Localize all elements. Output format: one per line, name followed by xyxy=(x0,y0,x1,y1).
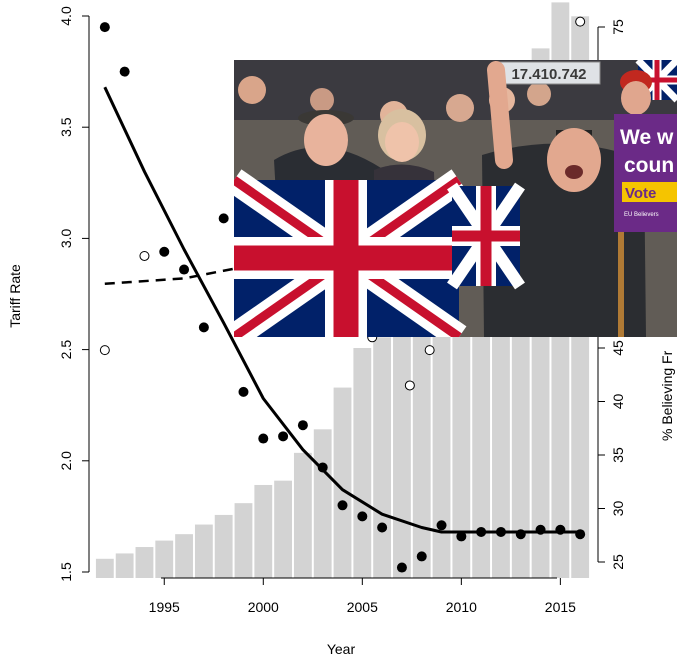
bar xyxy=(135,547,154,578)
right-y-tick-label: 30 xyxy=(610,501,626,517)
bar xyxy=(313,429,332,578)
belief-point xyxy=(99,345,110,356)
left-y-tick-label: 2.0 xyxy=(58,451,74,471)
tariff-point xyxy=(317,462,328,473)
tariff-point xyxy=(476,526,487,537)
tariff-point xyxy=(159,246,170,257)
number-sign: 17.410.742 xyxy=(497,61,601,85)
bar xyxy=(452,262,471,578)
bar xyxy=(175,534,193,578)
bar xyxy=(333,387,352,578)
x-axis-label: Year xyxy=(327,641,356,657)
tariff-point xyxy=(119,66,130,77)
bar xyxy=(214,514,233,578)
tariff-point xyxy=(535,524,546,535)
tariff-point xyxy=(575,529,586,540)
tariff-point xyxy=(179,264,190,275)
belief-point xyxy=(139,250,150,261)
union-jack-right xyxy=(447,182,525,290)
bar xyxy=(393,326,411,578)
tariff-point xyxy=(357,511,368,522)
right-y-tick-label: 35 xyxy=(610,447,626,463)
dashed-trend-line xyxy=(104,267,234,286)
x-tick-label: 2005 xyxy=(347,599,378,615)
tariff-point xyxy=(377,522,388,533)
belief-point xyxy=(404,380,415,391)
bar xyxy=(373,337,392,578)
x-tick-label: 1995 xyxy=(149,599,180,615)
tariff-point xyxy=(198,322,209,333)
belief-point xyxy=(575,16,586,27)
right-y-ticks: 25 30 35 40 45 75 xyxy=(598,19,626,570)
tariff-point xyxy=(297,420,308,431)
tariff-point xyxy=(396,562,407,573)
tariff-point xyxy=(238,386,249,397)
placard: We w coun Vote EU Believers xyxy=(614,114,677,232)
left-y-axis-label: Tariff Rate xyxy=(7,264,23,328)
bar xyxy=(293,452,312,578)
tariff-point xyxy=(456,531,467,542)
bar xyxy=(95,558,114,578)
left-y-tick-label: 3.5 xyxy=(58,117,74,137)
x-tick-label: 2000 xyxy=(248,599,279,615)
tariff-point xyxy=(495,526,506,537)
left-y-tick-label: 1.5 xyxy=(58,562,74,582)
placard-line-1: We w xyxy=(620,126,674,149)
bar xyxy=(353,348,372,578)
union-jack-large xyxy=(234,169,467,337)
tariff-point xyxy=(515,529,526,540)
placard-line-2: coun xyxy=(624,154,674,177)
right-y-tick-label: 25 xyxy=(610,554,626,570)
left-y-tick-label: 4.0 xyxy=(58,6,74,26)
bar xyxy=(194,524,213,578)
tariff-point xyxy=(555,524,566,535)
bar xyxy=(234,503,253,578)
bar xyxy=(274,480,293,578)
tariff-point xyxy=(99,22,110,33)
right-y-tick-label: 45 xyxy=(610,340,626,356)
bar xyxy=(155,540,174,578)
placard-small: EU Believers xyxy=(624,212,659,218)
x-ticks: 1995 2000 2005 2010 2015 xyxy=(149,578,576,615)
bar xyxy=(432,294,451,578)
right-y-tick-label: 75 xyxy=(610,19,626,35)
tariff-point xyxy=(337,500,348,511)
bar xyxy=(115,553,134,578)
protest-photo: 17.410.742 xyxy=(234,60,677,337)
man-red-hat xyxy=(620,70,652,115)
smooth-trend-line xyxy=(103,86,581,534)
left-y-ticks: 1.5 2.0 2.5 3.0 3.5 4.0 xyxy=(58,6,89,582)
placard-line-3: Vote xyxy=(625,185,656,202)
belief-point xyxy=(424,345,435,356)
left-y-tick-label: 3.0 xyxy=(58,228,74,248)
bar xyxy=(412,315,431,578)
sign-number: 17.410.742 xyxy=(511,66,586,83)
tariff-point xyxy=(436,520,447,531)
left-y-tick-label: 2.5 xyxy=(58,340,74,360)
bar xyxy=(254,484,273,578)
tariff-point xyxy=(416,551,427,562)
tariff-point xyxy=(258,433,269,444)
x-tick-label: 2010 xyxy=(446,599,477,615)
tariff-point xyxy=(218,213,229,224)
tariff-point xyxy=(278,431,289,442)
x-tick-label: 2015 xyxy=(545,599,576,615)
right-y-axis-label: % Believing Fr xyxy=(659,350,675,441)
right-y-tick-label: 40 xyxy=(610,394,626,410)
